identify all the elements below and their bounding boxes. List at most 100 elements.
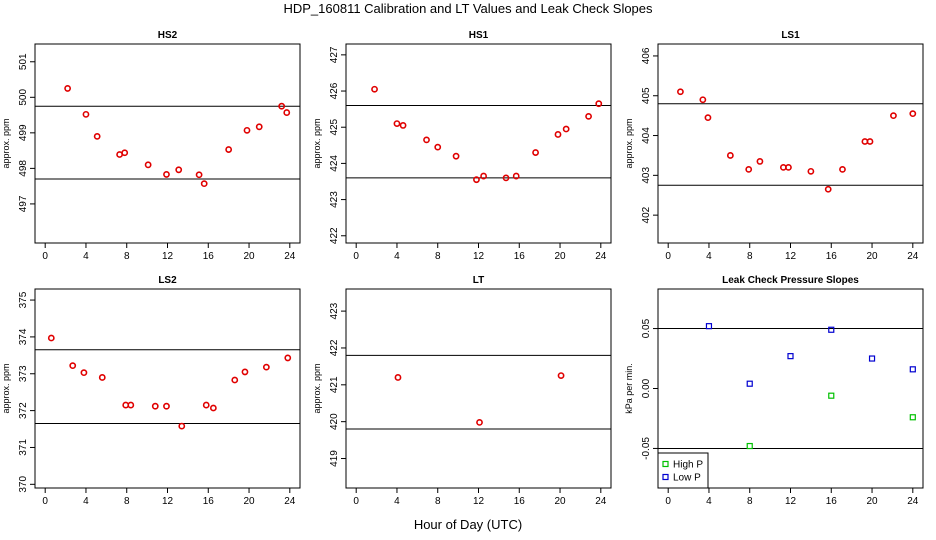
y-tick-label: 403: [641, 167, 652, 184]
x-tick-label: 8: [747, 496, 753, 507]
shared-x-axis-label: Hour of Day (UTC): [413, 517, 523, 532]
x-tick-label: 8: [435, 496, 441, 507]
panel-title: LS2: [158, 275, 177, 286]
data-point: [423, 136, 430, 144]
data-point: [393, 120, 401, 127]
y-tick-label: 497: [18, 195, 29, 212]
data-point: [151, 402, 159, 410]
x-tick-label: 8: [747, 251, 753, 262]
data-point: [909, 110, 917, 118]
data-point: [562, 125, 570, 133]
y-tick-label: 374: [18, 328, 29, 345]
x-tick-label: 4: [706, 496, 712, 507]
x-tick-label: 24: [907, 496, 919, 507]
x-tick-label: 4: [83, 496, 89, 507]
x-tick-label: 12: [473, 251, 485, 262]
y-axis-label: approx. ppm: [312, 118, 322, 168]
x-tick-label: 16: [514, 251, 526, 262]
plot-frame: [345, 288, 612, 489]
x-tick-label: 12: [162, 251, 174, 262]
data-point: [175, 166, 183, 174]
y-tick-label: 425: [329, 118, 340, 135]
x-tick-label: 12: [162, 496, 174, 507]
x-tick-label: 8: [435, 251, 441, 262]
data-point: [241, 368, 249, 376]
data-point: [399, 122, 407, 129]
panel-lt: LT approx. ppm 0 4 8 12 16 20 24 419 420 421 422 423: [312, 275, 612, 507]
plot-frame: [34, 43, 301, 244]
data-point: [787, 353, 794, 360]
y-tick-label: 0.00: [641, 378, 652, 398]
data-point: [699, 96, 707, 104]
data-point: [93, 132, 101, 140]
data-point: [394, 374, 402, 381]
y-tick-label: 404: [641, 127, 652, 144]
x-tick-label: 20: [554, 496, 566, 507]
y-tick-label: 419: [329, 450, 340, 467]
panel-title: HS1: [469, 30, 489, 41]
data-point: [785, 163, 792, 171]
panel-title: HS2: [158, 30, 178, 41]
data-point: [434, 143, 442, 151]
y-tick-label: 0.05: [641, 318, 652, 338]
data-point: [512, 172, 520, 180]
legend-box: [657, 452, 709, 489]
data-point: [371, 85, 378, 93]
data-point: [704, 114, 712, 122]
y-axis-label: kPa per min.: [624, 363, 634, 414]
x-tick-label: 0: [42, 496, 48, 507]
y-tick-label: 427: [329, 46, 340, 63]
panel-leak-check-pressure-slopes: Leak Check Pressure Slopes kPa per min. 0 4…: [624, 275, 924, 507]
data-point: [705, 323, 713, 330]
data-point: [807, 167, 815, 175]
x-tick-label: 12: [785, 251, 797, 262]
data-point: [195, 171, 203, 179]
y-tick-label: 405: [641, 87, 652, 104]
data-point: [828, 392, 835, 399]
data-point: [231, 376, 239, 384]
data-point: [745, 165, 753, 173]
data-point: [532, 149, 539, 156]
y-axis-label: approx. ppm: [624, 118, 634, 168]
y-axis-label: approx. ppm: [1, 118, 11, 168]
panel-title: LT: [473, 275, 484, 286]
y-tick-label: 499: [18, 124, 29, 141]
x-tick-label: 24: [595, 496, 607, 507]
data-point: [209, 404, 217, 412]
y-tick-label: 500: [18, 89, 29, 106]
y-tick-label: 426: [329, 82, 340, 99]
x-tick-label: 16: [514, 496, 526, 507]
x-tick-label: 4: [706, 251, 712, 262]
y-tick-label: 420: [329, 413, 340, 430]
data-point: [452, 152, 460, 160]
y-tick-label: 424: [329, 155, 340, 172]
x-tick-label: 20: [554, 251, 566, 262]
data-point: [746, 442, 753, 450]
y-axis-label: approx. ppm: [312, 363, 322, 413]
x-tick-label: 16: [826, 251, 838, 262]
y-tick-label: 422: [329, 227, 340, 244]
legend: High P Low P: [657, 452, 709, 489]
data-point: [726, 152, 734, 159]
x-tick-label: 0: [353, 496, 359, 507]
x-tick-label: 0: [353, 251, 359, 262]
data-point: [756, 158, 764, 165]
data-point: [585, 112, 592, 120]
data-point: [866, 138, 874, 145]
x-tick-label: 4: [394, 496, 400, 507]
data-point: [243, 126, 251, 134]
y-axis-label: approx. ppm: [1, 363, 11, 413]
data-point: [502, 174, 510, 182]
data-point: [200, 180, 208, 188]
y-tick-label: 421: [329, 376, 340, 393]
plot-frame: [34, 288, 301, 489]
data-point: [82, 110, 90, 118]
data-point: [283, 109, 291, 116]
data-point: [69, 362, 77, 370]
data-point: [163, 402, 170, 410]
data-point: [255, 123, 263, 131]
plot-frame: [657, 43, 924, 244]
y-tick-label: -0.05: [641, 437, 652, 460]
data-point: [480, 172, 487, 180]
